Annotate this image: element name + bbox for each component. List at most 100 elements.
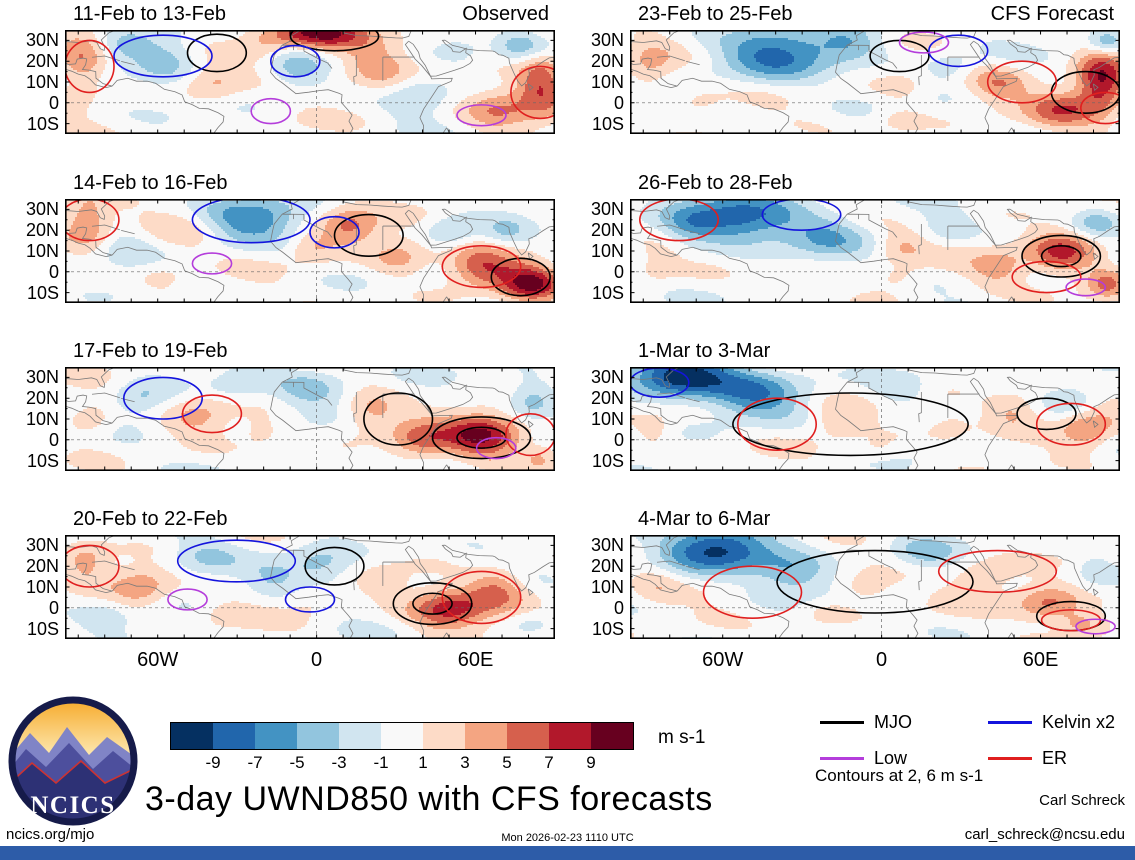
colorbar-tick-label: -7 xyxy=(247,753,263,772)
lat-axis-label: 20N xyxy=(590,388,624,409)
colorbar-swatch xyxy=(339,723,381,749)
lon-axis-label: 60E xyxy=(1022,649,1059,671)
colorbar-swatch xyxy=(381,723,423,749)
colorbar-tick-label: 5 xyxy=(502,753,512,772)
lat-axis-label: 0 xyxy=(48,261,59,282)
legend-line-sample xyxy=(820,721,864,724)
map-panel-canvas xyxy=(630,199,1120,303)
lon-axis-label: 60W xyxy=(137,649,179,671)
panel-title: 23-Feb to 25-Feb xyxy=(638,3,793,25)
lat-axis-label: 20N xyxy=(590,51,624,72)
lat-axis-label: 10S xyxy=(591,450,624,471)
legend-item-label: ER xyxy=(1042,748,1068,768)
panel-title: 14-Feb to 16-Feb xyxy=(73,172,228,194)
lat-axis-label: 10S xyxy=(26,618,59,639)
lat-axis-label: 30N xyxy=(590,535,624,556)
lat-axis-label: 20N xyxy=(25,556,59,577)
column-header: Observed xyxy=(462,3,549,25)
footer-bar xyxy=(0,846,1135,860)
panel-title: 11-Feb to 13-Feb xyxy=(73,3,227,25)
lat-axis-label: 10N xyxy=(25,72,59,92)
colorbar-tick-label: -9 xyxy=(205,753,221,772)
lat-axis-label: 0 xyxy=(613,429,624,450)
lat-axis-label: 10S xyxy=(26,450,59,471)
map-panel-canvas xyxy=(630,30,1120,134)
lat-axis-label: 30N xyxy=(25,367,59,388)
footer-timestamp: Mon 2026-02-23 1110 UTC xyxy=(501,832,634,844)
colorbar-swatch xyxy=(465,723,507,749)
lat-axis-label: 20N xyxy=(25,388,59,409)
map-panel-canvas xyxy=(65,199,555,303)
colorbar-swatch xyxy=(423,723,465,749)
legend-item-label: Low xyxy=(874,748,908,768)
lat-axis-label: 10N xyxy=(25,577,59,597)
lat-axis-label: 30N xyxy=(25,30,59,51)
colorbar-swatch xyxy=(255,723,297,749)
lat-axis-label: 30N xyxy=(590,367,624,388)
credit-name: Carl Schreck xyxy=(1039,792,1125,809)
panel-title: 17-Feb to 19-Feb xyxy=(73,340,228,362)
lat-axis-label: 0 xyxy=(48,92,59,113)
map-panel-canvas xyxy=(65,535,555,639)
colorbar: -9 -7 -5 -3 -1 1 3 5 7 9 xyxy=(170,722,640,782)
map-panel-canvas xyxy=(65,30,555,134)
lat-axis-label: 30N xyxy=(25,535,59,556)
colorbar-swatch xyxy=(549,723,591,749)
colorbar-tick-label: -3 xyxy=(331,753,347,772)
legend-item-label: Kelvin x2 xyxy=(1042,712,1116,732)
lat-axis-label: 10S xyxy=(591,113,624,134)
lat-axis-label: 10N xyxy=(590,409,624,429)
panel-title: 26-Feb to 28-Feb xyxy=(638,172,793,194)
colorbar-swatches xyxy=(170,722,634,750)
lat-axis-label: 0 xyxy=(613,597,624,618)
lat-axis-label: 20N xyxy=(25,51,59,72)
colorbar-swatch xyxy=(171,723,213,749)
lat-axis-label: 20N xyxy=(25,220,59,241)
legend-line-sample xyxy=(988,757,1032,760)
ncics-logo-graphic: NCICS xyxy=(8,696,138,826)
lon-axis-label: 60E xyxy=(457,649,494,671)
lat-axis-label: 20N xyxy=(590,556,624,577)
colorbar-swatch xyxy=(213,723,255,749)
lat-axis-label: 10N xyxy=(25,241,59,261)
ncics-logo: NCICS xyxy=(8,696,138,831)
contours-note: Contours at 2, 6 m s-1 xyxy=(815,766,984,785)
colorbar-tick-label: 9 xyxy=(586,753,596,772)
lat-axis-label: 10N xyxy=(590,241,624,261)
lat-axis-label: 10N xyxy=(590,72,624,92)
lat-axis-label: 30N xyxy=(590,30,624,51)
lat-axis-label: 0 xyxy=(48,597,59,618)
colorbar-tick-label: 7 xyxy=(544,753,554,772)
colorbar-tick-label: -1 xyxy=(373,753,389,772)
colorbar-tick-label: -5 xyxy=(289,753,305,772)
colorbar-units-label: m s-1 xyxy=(658,727,706,748)
column-header: CFS Forecast xyxy=(990,3,1114,25)
colorbar-swatch xyxy=(297,723,339,749)
map-panel-canvas xyxy=(630,535,1120,639)
lat-axis-label: 0 xyxy=(613,92,624,113)
colorbar-swatch xyxy=(507,723,549,749)
figure-title: 3-day UWND850 with CFS forecasts xyxy=(145,780,713,818)
panel-title: 1-Mar to 3-Mar xyxy=(638,340,771,362)
lon-axis-label: 0 xyxy=(876,649,888,671)
lat-axis-label: 30N xyxy=(590,199,624,220)
lon-axis-label: 60W xyxy=(702,649,744,671)
panel-title: 20-Feb to 22-Feb xyxy=(73,508,228,530)
footer-site-link[interactable]: ncics.org/mjo xyxy=(6,826,95,843)
panel-title: 4-Mar to 6-Mar xyxy=(638,508,771,530)
legend-line-sample xyxy=(988,721,1032,724)
lat-axis-label: 0 xyxy=(613,261,624,282)
lat-axis-label: 10N xyxy=(25,409,59,429)
ncics-logo-text: NCICS xyxy=(30,792,115,819)
colorbar-tick-label: 1 xyxy=(418,753,428,772)
lat-axis-label: 10S xyxy=(26,282,59,303)
lat-axis-label: 10N xyxy=(590,577,624,597)
lat-axis-label: 20N xyxy=(590,220,624,241)
colorbar-swatch xyxy=(591,723,633,749)
colorbar-tick-label: 3 xyxy=(460,753,470,772)
lat-axis-label: 10S xyxy=(26,113,59,134)
lat-axis-label: 10S xyxy=(591,618,624,639)
legend-line-sample xyxy=(820,757,864,760)
map-panel-canvas xyxy=(630,367,1120,471)
lat-axis-label: 10S xyxy=(591,282,624,303)
